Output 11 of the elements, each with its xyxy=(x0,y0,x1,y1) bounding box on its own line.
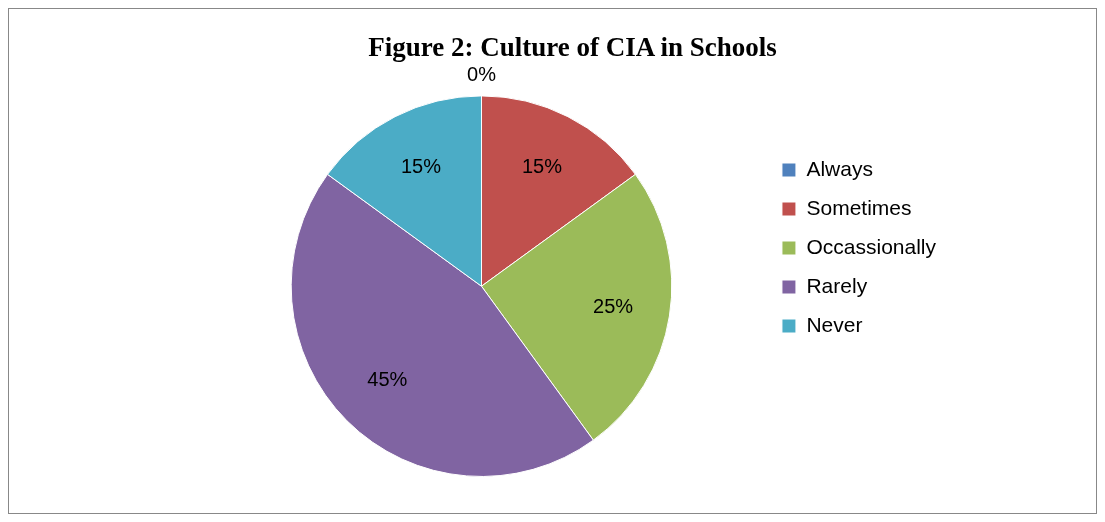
chart-title: Figure 2: Culture of CIA in Schools xyxy=(368,32,777,63)
legend-label: Occassionally xyxy=(806,234,937,258)
data-label: 15% xyxy=(521,155,563,178)
data-label: 15% xyxy=(400,155,442,178)
data-label: 45% xyxy=(367,367,408,390)
legend-label: Always xyxy=(806,156,873,180)
data-label: 25% xyxy=(593,294,634,317)
legend-label: Rarely xyxy=(806,273,868,297)
text: 0% xyxy=(467,63,496,86)
legend-label: Never xyxy=(806,312,863,336)
legend-label: Sometimes xyxy=(806,195,912,219)
